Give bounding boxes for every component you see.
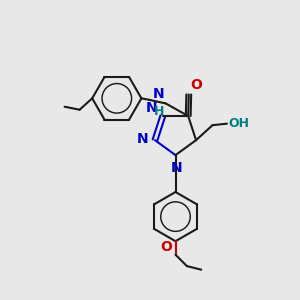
Text: N: N xyxy=(146,100,158,115)
Text: O: O xyxy=(160,240,172,254)
Text: OH: OH xyxy=(228,117,249,130)
Text: N: N xyxy=(170,160,182,175)
Text: O: O xyxy=(190,78,202,92)
Text: N: N xyxy=(153,87,164,101)
Text: H: H xyxy=(154,105,164,118)
Text: N: N xyxy=(137,132,148,146)
